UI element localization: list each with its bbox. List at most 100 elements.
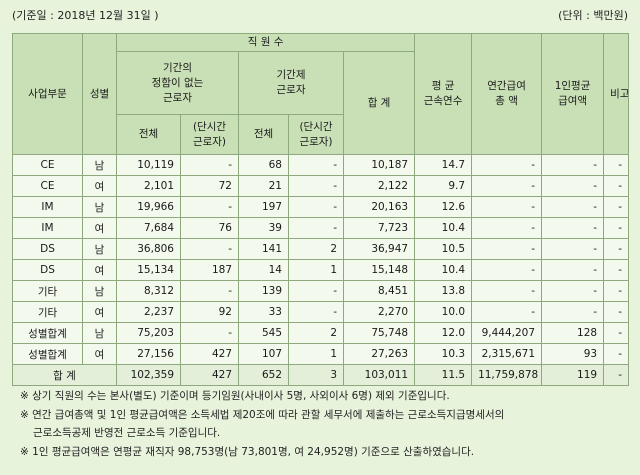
cell-gender: 여	[82, 259, 117, 281]
cell-avg: -	[541, 217, 605, 239]
cell-avg: -	[541, 301, 605, 323]
col-contract: 기간제 근로자	[238, 51, 344, 115]
header-row-1: 사업부문 성별 직 원 수 평 균 근속연수 연간급여 총 액 1인평균 급여액…	[12, 33, 630, 155]
col-avg-pay: 1인평균 급여액	[541, 33, 605, 155]
cell-reg-all: 75,203	[116, 322, 181, 344]
cell-tenure: 14.7	[414, 154, 473, 176]
total-cell: 652	[238, 364, 289, 386]
cell-note: -	[603, 280, 630, 302]
cell-tenure: 10.3	[414, 343, 473, 365]
table-row: 기타 여 2,237 92 33-2,270 10.0- - -	[12, 301, 630, 323]
table-row: 성별합계 여 27,156 427 107 1 27,263 10.3 2,315,671 93-	[12, 343, 630, 365]
cell-salary: 2,315,671	[471, 343, 543, 365]
cell-avg: -	[541, 238, 605, 260]
cell-total: 15,148	[342, 259, 416, 281]
cell-total: 75,748	[342, 322, 416, 344]
cell-salary: -	[471, 217, 543, 239]
col-total-employees: 합 계	[342, 51, 416, 155]
total-row: 합 계 102,359 427 652 3 103,011 11.5 11,75…	[12, 364, 630, 386]
total-cell: 3	[288, 364, 344, 386]
cell-total: 36,947	[342, 238, 416, 260]
cell-reg-all: 10,119	[116, 154, 181, 176]
cell-con-part: -	[288, 154, 344, 176]
cell-division: CE	[12, 154, 83, 176]
col-contract-all: 전체	[238, 114, 289, 155]
cell-salary: -	[471, 301, 543, 323]
cell-gender: 여	[82, 343, 117, 365]
cell-division: 성별합계	[12, 343, 83, 365]
cell-note: -	[603, 196, 630, 218]
cell-avg: -	[541, 280, 605, 302]
total-cell: 103,011	[342, 364, 416, 386]
cell-con-all: 21	[238, 175, 289, 197]
col-employees: 직 원 수	[115, 33, 416, 52]
cell-con-part: -	[288, 175, 344, 197]
cell-note: -	[603, 238, 630, 260]
cell-division: IM	[12, 196, 83, 218]
cell-reg-part: 76	[180, 217, 239, 239]
total-cell: 102,359	[116, 364, 181, 386]
table-row: DS 남 36,806-141 2 36,947 10.5- - -	[12, 238, 630, 260]
cell-reg-all: 27,156	[116, 343, 181, 365]
col-gender: 성별	[82, 33, 117, 155]
cell-reg-part: 92	[180, 301, 239, 323]
cell-con-all: 68	[238, 154, 289, 176]
col-regular-part: (단시간 근로자)	[180, 114, 239, 155]
cell-total: 8,451	[342, 280, 416, 302]
cell-con-all: 14	[238, 259, 289, 281]
cell-tenure: 10.4	[414, 217, 473, 239]
cell-salary: -	[471, 154, 543, 176]
table-row: DS 여 15,134 187 14 1 15,148 10.4- - -	[12, 259, 630, 281]
cell-tenure: 12.0	[414, 322, 473, 344]
total-cell: -	[603, 364, 630, 386]
col-note: 비고	[603, 33, 630, 155]
cell-division: 기타	[12, 280, 83, 302]
cell-division: DS	[12, 238, 83, 260]
cell-reg-all: 19,966	[116, 196, 181, 218]
cell-division: 성별합계	[12, 322, 83, 344]
col-contract-part: (단시간 근로자)	[288, 114, 344, 155]
footnote-1: ※ 상기 직원의 수는 본사(별도) 기준이며 등기임원(사내이사 5명, 사외…	[20, 390, 450, 402]
cell-reg-all: 15,134	[116, 259, 181, 281]
cell-tenure: 10.0	[414, 301, 473, 323]
cell-con-all: 141	[238, 238, 289, 260]
cell-avg: 128	[541, 322, 605, 344]
total-label: 합 계	[12, 364, 117, 386]
col-regular-all: 전체	[116, 114, 181, 155]
cell-avg: 93	[541, 343, 605, 365]
table-row: 성별합계 남 75,203-545 2 75,748 12.0 9,444,207 128-	[12, 322, 630, 344]
cell-total: 10,187	[342, 154, 416, 176]
table-row: CE 여 2,101 72 21-2,122 9.7- - -	[12, 175, 630, 197]
footnote-2: ※ 연간 급여총액 및 1인 평균급여액은 소득세법 제20조에 따라 관할 세…	[20, 408, 505, 421]
cell-note: -	[603, 301, 630, 323]
cell-reg-part: -	[180, 196, 239, 218]
cell-gender: 남	[82, 196, 117, 218]
table-row: IM 여 7,684 76 39-7,723 10.4- - -	[12, 217, 630, 239]
cell-avg: -	[541, 154, 605, 176]
total-cell: 11.5	[414, 364, 473, 386]
cell-con-all: 139	[238, 280, 289, 302]
cell-note: -	[603, 217, 630, 239]
table-header-line: (기준일 : 2018년 12월 31일 ) (단위 : 백만원)	[12, 7, 628, 25]
table-body: CE 남 10,119-68-10,187 14.7- - - CE 여 2,101 72 21-2…	[12, 154, 630, 365]
cell-note: -	[603, 322, 630, 344]
total-cell: 119	[541, 364, 605, 386]
col-division: 사업부문	[12, 33, 83, 155]
cell-total: 27,263	[342, 343, 416, 365]
cell-reg-all: 8,312	[116, 280, 181, 302]
cell-division: CE	[12, 175, 83, 197]
cell-reg-part: 187	[180, 259, 239, 281]
cell-avg: -	[541, 175, 605, 197]
cell-con-part: -	[288, 196, 344, 218]
cell-con-part: 1	[288, 259, 344, 281]
total-cell: 427	[180, 364, 239, 386]
cell-con-all: 39	[238, 217, 289, 239]
cell-gender: 남	[82, 238, 117, 260]
table-row: IM 남 19,966-197-20,163 12.6- - -	[12, 196, 630, 218]
cell-avg: -	[541, 259, 605, 281]
cell-reg-part: -	[180, 280, 239, 302]
employee-table: 사업부문 성별 직 원 수 평 균 근속연수 연간급여 총 액 1인평균 급여액…	[12, 33, 630, 386]
cell-reg-part: -	[180, 154, 239, 176]
cell-con-part: -	[288, 217, 344, 239]
